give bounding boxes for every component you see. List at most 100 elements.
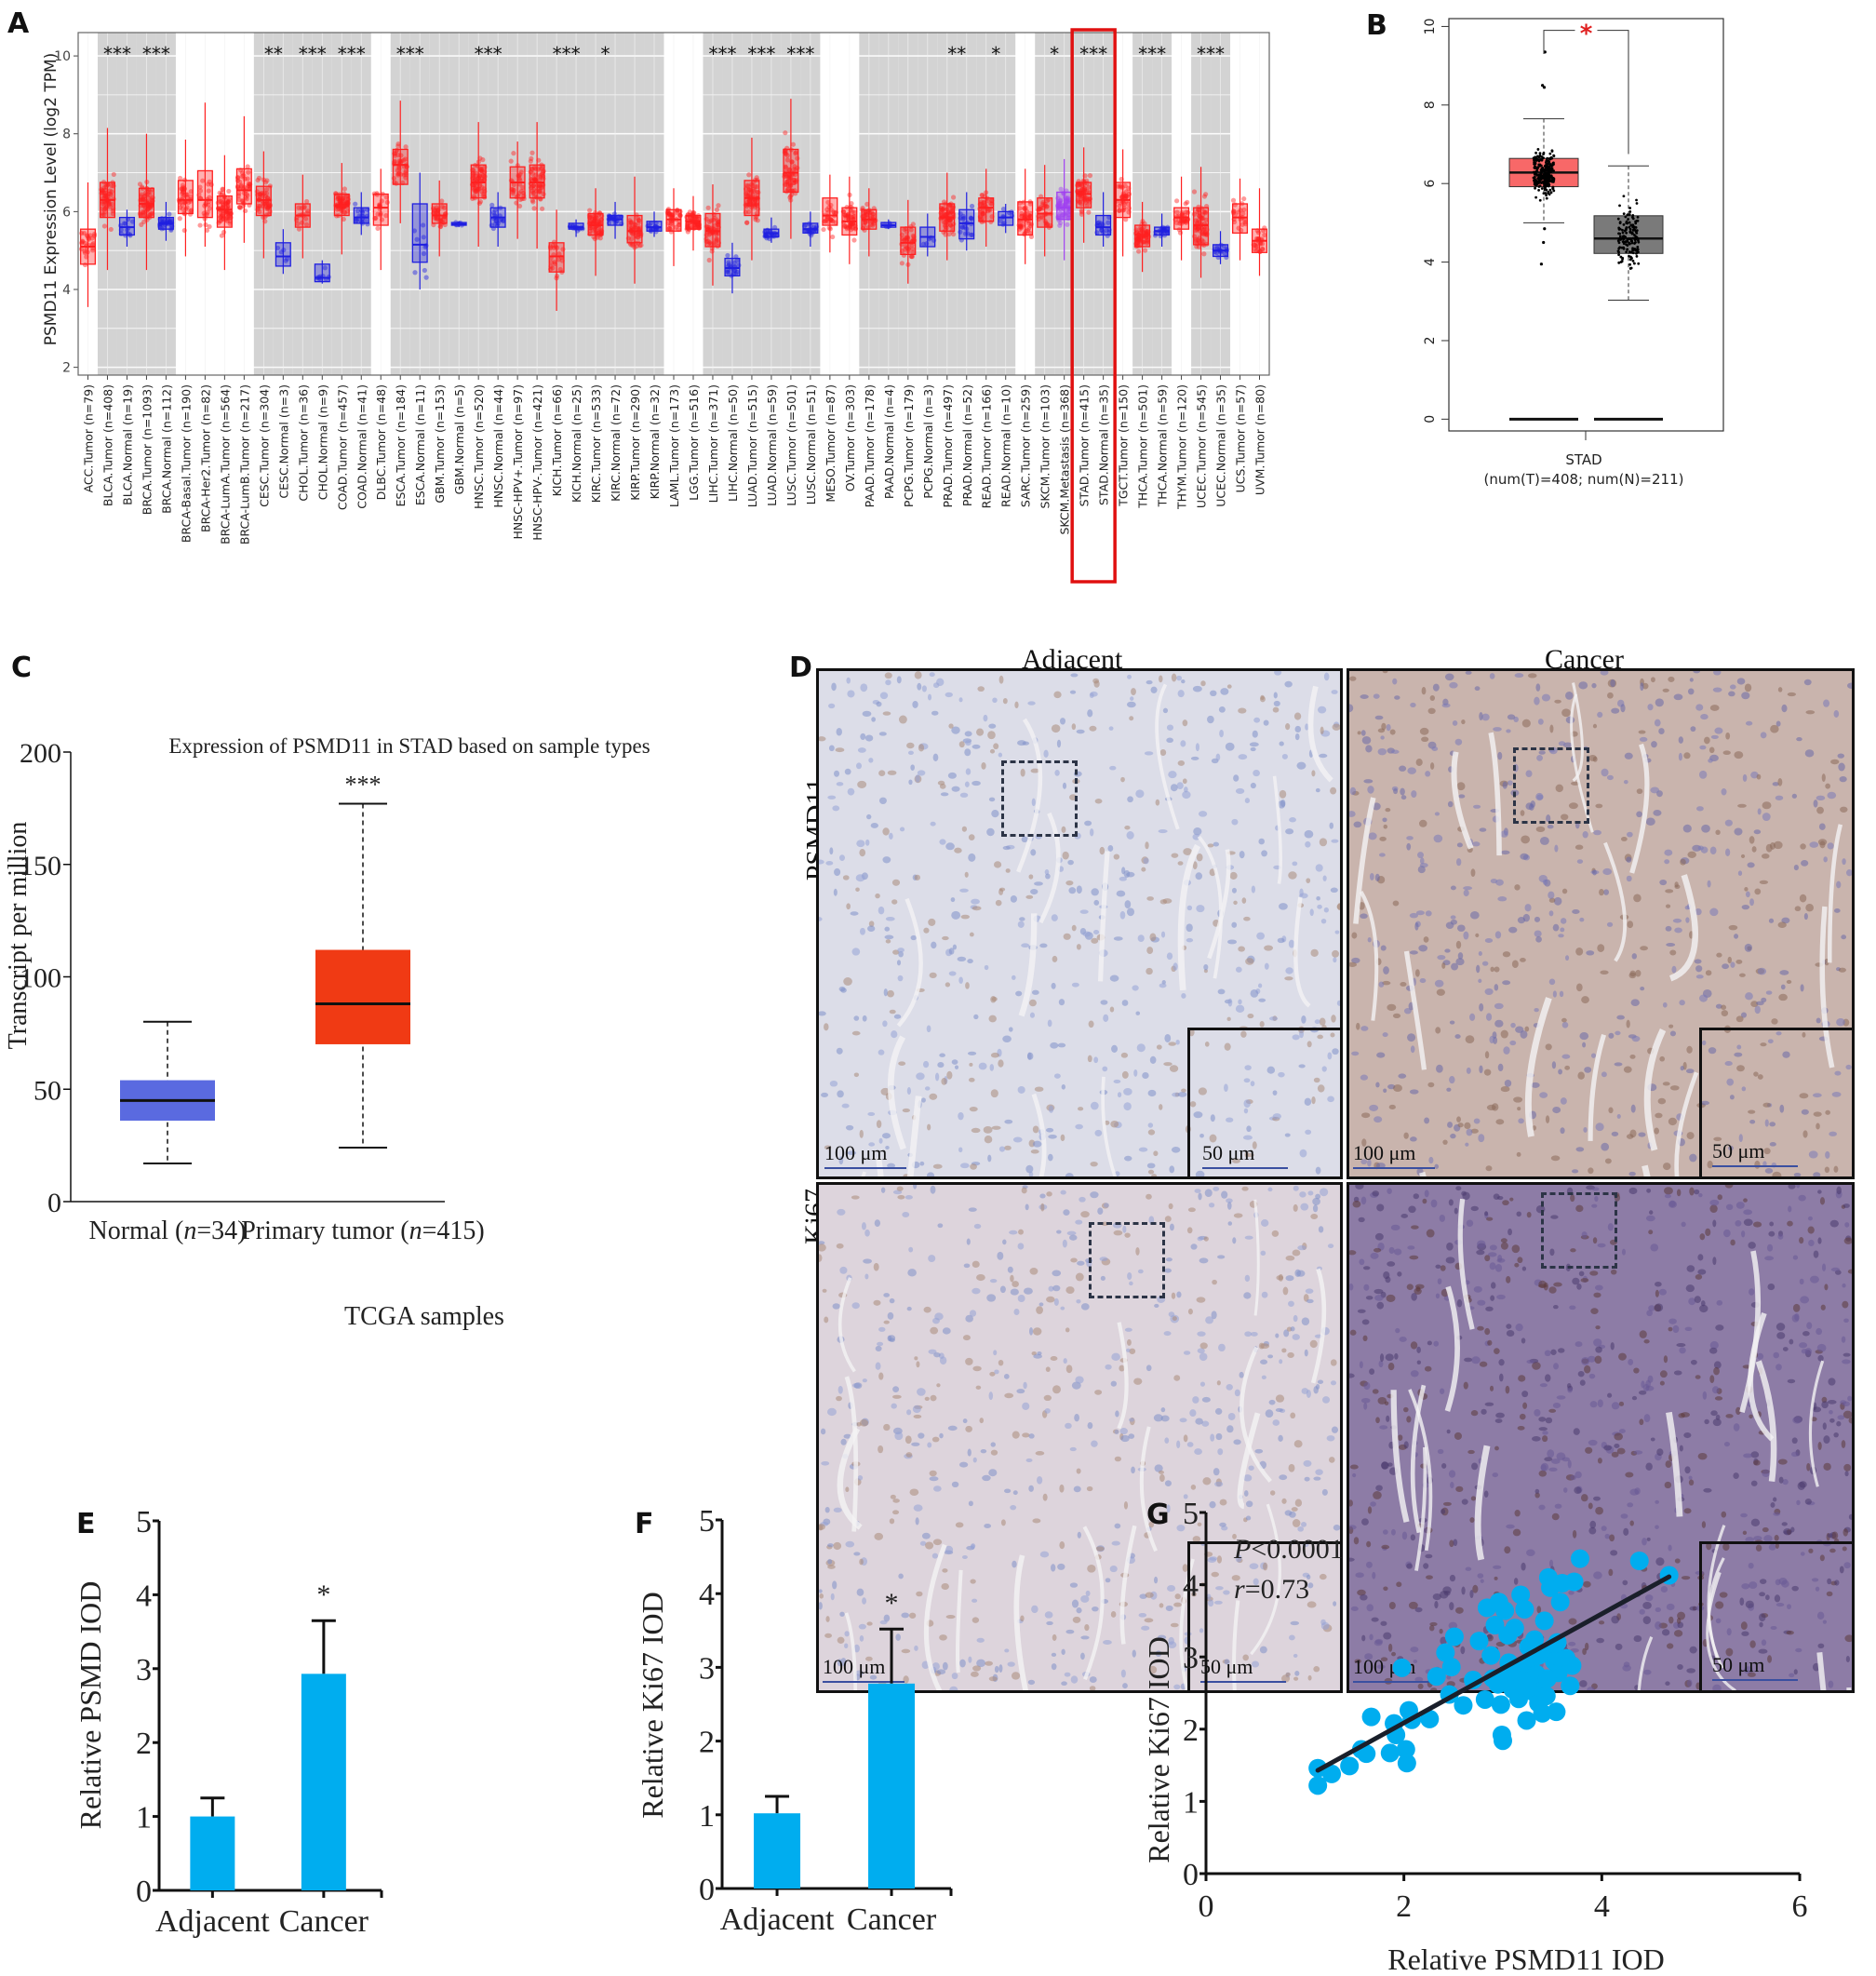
jitter-point <box>139 222 144 227</box>
jitter-point <box>784 151 789 156</box>
nucleus <box>1734 827 1743 836</box>
nucleus <box>1301 1015 1306 1024</box>
nucleus <box>1310 948 1319 957</box>
nucleus <box>1753 829 1762 835</box>
jitter-point <box>432 215 438 221</box>
nucleus <box>1640 986 1645 991</box>
nucleus <box>1135 1011 1141 1015</box>
nucleus <box>1554 699 1561 704</box>
jitter-point <box>594 230 599 235</box>
jitter-point <box>205 209 210 215</box>
jitter-point <box>1540 187 1544 190</box>
nucleus <box>870 823 878 828</box>
nucleus <box>1662 1082 1670 1086</box>
jitter-point <box>824 216 830 222</box>
nucleus <box>1623 779 1628 785</box>
nucleus <box>1678 752 1682 761</box>
nucleus <box>1090 691 1098 697</box>
jitter-point <box>178 200 183 206</box>
jitter-point <box>480 193 486 199</box>
jitter-point <box>1534 195 1538 199</box>
jitter-point <box>432 208 437 214</box>
nucleus <box>1177 760 1186 766</box>
x-tick-label: THCA.Tumor (n=501) <box>1136 384 1150 509</box>
nucleus <box>1515 1026 1524 1033</box>
nucleus <box>994 861 1002 868</box>
nucleus <box>1715 829 1721 835</box>
x-tick-label: GBM.Tumor (n=153) <box>433 384 447 504</box>
nucleus <box>1363 779 1374 784</box>
jitter-point <box>337 195 342 200</box>
y-tick-label: 6 <box>62 205 71 220</box>
jitter-point <box>862 209 867 216</box>
x-tick-label: CHOL.Tumor (n=36) <box>296 384 310 502</box>
box <box>353 207 369 224</box>
jitter-point <box>1535 182 1539 186</box>
jitter-point <box>1631 214 1635 217</box>
nucleus <box>1725 732 1731 740</box>
nucleus <box>1127 796 1133 803</box>
nucleus <box>1068 887 1077 894</box>
nucleus <box>1500 850 1510 855</box>
jitter-point <box>746 198 752 204</box>
nucleus <box>1320 726 1324 735</box>
jitter-point <box>1538 180 1542 183</box>
nucleus <box>847 690 855 698</box>
jitter-point <box>705 238 711 244</box>
jitter-point <box>101 202 107 208</box>
nucleus <box>1575 983 1583 992</box>
nucleus <box>1289 817 1296 823</box>
chart-a-pan-cancer-boxplot: PSMD11 Expression Level (log2 TPM) 24681… <box>42 28 1270 584</box>
nucleus <box>1620 837 1628 841</box>
nucleus <box>1666 942 1676 948</box>
jitter-point <box>146 206 152 211</box>
box <box>783 148 799 194</box>
jitter-point <box>767 235 772 242</box>
jitter-point <box>223 201 230 207</box>
nucleus <box>1722 963 1730 970</box>
nucleus <box>1360 1074 1369 1081</box>
nucleus <box>1449 1076 1455 1084</box>
nucleus <box>881 1133 891 1139</box>
nucleus <box>1158 829 1168 834</box>
nucleus <box>1709 705 1720 711</box>
jitter-point <box>946 211 952 217</box>
jitter-point <box>1628 207 1632 209</box>
nucleus <box>991 1125 1001 1130</box>
x-tick-label: HNSC-HPV+.Tumor (n=97) <box>511 384 525 540</box>
nucleus <box>1093 899 1100 906</box>
nucleus <box>1243 916 1251 921</box>
nucleus <box>969 932 974 937</box>
nucleus <box>1311 770 1316 777</box>
nucleus <box>1745 992 1753 1001</box>
jitter-point <box>481 177 487 182</box>
jitter-point <box>1548 166 1551 169</box>
nucleus <box>906 1087 912 1096</box>
nucleus <box>1449 681 1458 689</box>
nucleus <box>1138 1147 1148 1152</box>
nucleus <box>1817 839 1828 846</box>
nucleus <box>917 682 922 691</box>
jitter-point <box>434 216 440 222</box>
nucleus <box>941 1078 947 1085</box>
jitter-point <box>322 265 328 271</box>
jitter-point <box>821 226 826 233</box>
jitter-point <box>80 238 86 244</box>
jitter-point <box>180 186 185 192</box>
jitter-point <box>181 227 187 234</box>
jitter-point <box>1628 221 1631 224</box>
jitter-point <box>753 217 758 222</box>
nucleus <box>1008 1027 1013 1032</box>
jitter-point <box>637 243 643 249</box>
nucleus <box>1176 782 1184 789</box>
nucleus <box>1103 1014 1109 1022</box>
nucleus <box>1425 771 1431 777</box>
nucleus <box>1442 1139 1448 1145</box>
nucleus <box>912 700 918 708</box>
nucleus <box>914 671 922 679</box>
jitter-point <box>477 166 483 171</box>
box <box>978 197 995 222</box>
nucleus <box>1319 1017 1326 1026</box>
nucleus <box>1023 1287 1033 1295</box>
nucleus <box>1003 1373 1010 1379</box>
